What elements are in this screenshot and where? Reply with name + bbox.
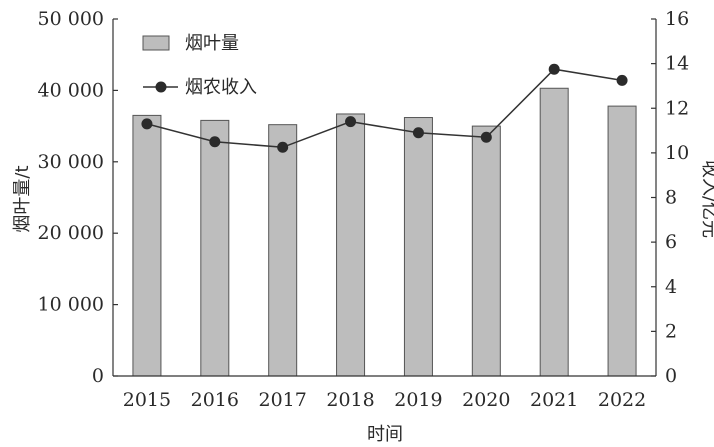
right-tick-label: 10 [665,142,689,164]
left-axis-tick-labels: 0 10 000 20 000 30 000 40 000 50 000 [38,8,104,387]
line-series-farmer-income [141,63,628,153]
legend-swatch-bar [142,35,170,51]
legend-swatch-marker [155,81,167,93]
right-tick-label: 12 [665,97,689,119]
bar-2020 [471,125,501,377]
x-tick-label: 2016 [191,389,239,411]
bar-2016 [200,119,230,377]
right-tick-label: 2 [665,320,677,342]
axes [112,18,657,377]
left-tick-label: 40 000 [38,79,104,101]
x-axis-tick-labels: 2015 2016 2017 2018 2019 2020 2021 2022 [123,389,646,411]
income-point-2016 [209,136,221,148]
income-point-2015 [141,118,153,130]
x-tick-label: 2022 [598,389,646,411]
right-axis-tick-labels: 0 2 4 6 8 10 12 14 16 [665,8,689,387]
left-tick-label: 20 000 [38,222,104,244]
x-tick-label: 2019 [394,389,442,411]
left-tick-label: 0 [92,365,104,387]
bar-series-tobacco-volume [132,87,637,377]
y-axis-title-left: 烟叶量/t [12,165,33,232]
left-tick-label: 50 000 [38,8,104,30]
bar-2021 [539,87,569,377]
right-tick-label: 6 [665,231,677,253]
legend: 烟叶量 烟农收入 [142,33,257,98]
income-point-2017 [277,141,289,153]
right-tick-label: 4 [665,276,677,298]
income-point-2022 [616,74,628,86]
right-tick-label: 8 [665,187,677,209]
x-tick-label: 2017 [259,389,307,411]
right-tick-label: 0 [665,365,677,387]
bar-2018 [336,113,366,377]
legend-label-line: 烟农收入 [185,77,257,98]
right-tick-label: 16 [665,8,689,30]
left-tick-label: 10 000 [38,294,104,316]
bar-2015 [132,114,162,377]
x-axis-title: 时间 [367,424,403,445]
income-point-2020 [480,131,492,143]
bar-2019 [403,117,433,377]
income-point-2018 [345,116,357,128]
x-tick-label: 2015 [123,389,171,411]
x-tick-label: 2018 [326,389,374,411]
bar-2017 [268,124,298,377]
income-point-2019 [412,127,424,139]
income-line [146,68,623,149]
x-tick-label: 2020 [462,389,510,411]
right-tick-label: 14 [665,53,689,75]
legend-label-bar: 烟叶量 [185,33,239,54]
bar-2022 [607,105,637,377]
x-tick-label: 2021 [530,389,578,411]
left-tick-label: 30 000 [38,151,104,173]
income-point-2021 [548,63,560,75]
y-axis-title-right: 收入/亿元 [699,160,714,238]
